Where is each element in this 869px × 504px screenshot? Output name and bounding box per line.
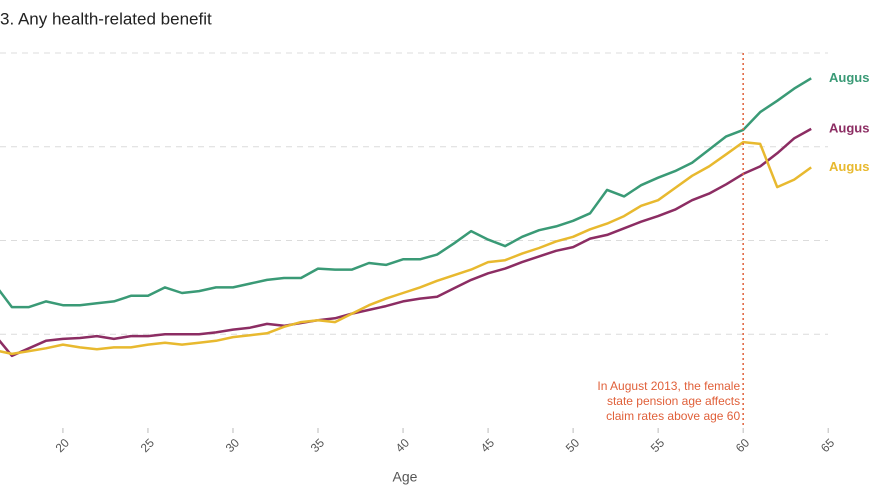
x-tick-label: 60 xyxy=(733,436,753,456)
grid xyxy=(0,52,828,335)
x-tick-label: 35 xyxy=(308,436,328,456)
annotation: state pension age affects xyxy=(607,394,740,408)
x-tick-label: 20 xyxy=(53,436,73,456)
annotation: In August 2013, the female xyxy=(597,379,740,393)
x-tick-label: 55 xyxy=(648,436,668,456)
legend-label: August xyxy=(829,120,869,135)
x-tick-label: 45 xyxy=(478,436,498,456)
x-tick-label: 30 xyxy=(223,436,243,456)
series-line xyxy=(0,140,812,356)
x-tick-label: 65 xyxy=(818,436,838,456)
annotation: claim rates above age 60 xyxy=(606,409,740,423)
lines xyxy=(0,77,812,358)
x-tick-label: 40 xyxy=(393,436,413,456)
chart-title: 3. Any health-related benefit xyxy=(0,9,212,28)
series-line xyxy=(0,127,812,358)
legend-label: August xyxy=(829,159,869,174)
x-tick-label: 25 xyxy=(138,436,158,456)
series-line xyxy=(0,77,812,309)
legend-label: August xyxy=(829,70,869,85)
x-axis-label: Age xyxy=(393,469,418,485)
x-tick-label: 50 xyxy=(563,436,583,456)
